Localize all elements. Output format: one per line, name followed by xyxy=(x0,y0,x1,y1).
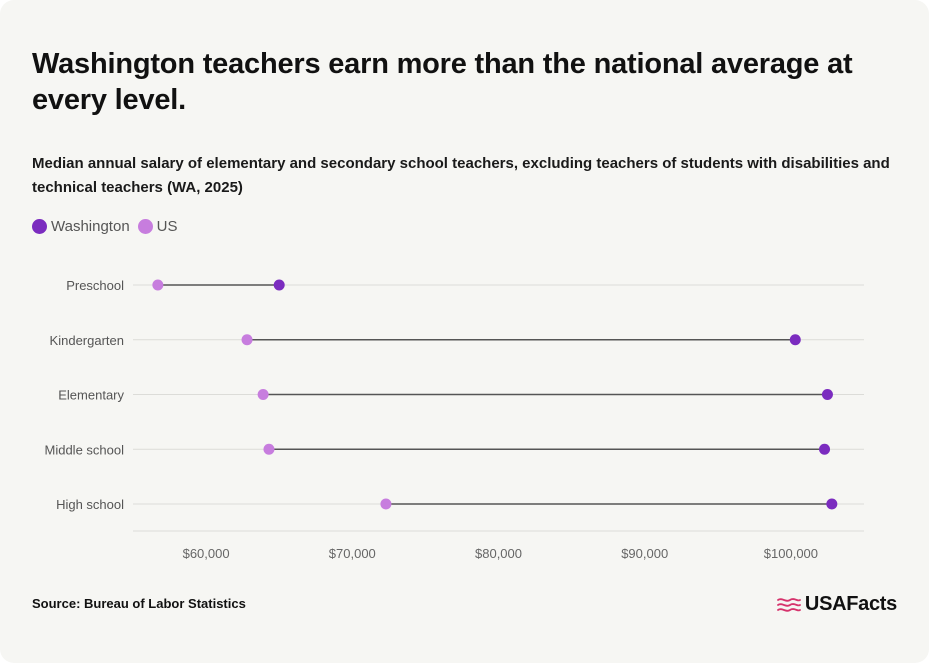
legend-label-washington: Washington xyxy=(51,217,130,235)
x-tick-label: $70,000 xyxy=(329,546,376,561)
us-dot xyxy=(241,334,253,346)
category-label: Preschool xyxy=(66,278,124,293)
washington-dot xyxy=(819,443,831,455)
category-label: Kindergarten xyxy=(50,333,124,348)
x-tick-label: $100,000 xyxy=(764,546,818,561)
us-dot xyxy=(152,279,164,291)
us-dot xyxy=(263,443,275,455)
x-tick-label: $80,000 xyxy=(475,546,522,561)
legend-swatch-washington xyxy=(32,218,47,234)
x-tick-label: $60,000 xyxy=(183,546,230,561)
washington-dot xyxy=(789,334,801,346)
legend-label-us: US xyxy=(156,217,178,235)
brand-logo: USAFacts xyxy=(777,593,897,616)
x-tick-label: $90,000 xyxy=(621,546,668,561)
source-note: Source: Bureau of Labor Statistics xyxy=(32,596,246,611)
flag-logo-icon xyxy=(777,597,801,612)
category-label: Elementary xyxy=(58,388,124,403)
chart-title: Washington teachers earn more than the n… xyxy=(32,48,853,116)
washington-dot xyxy=(826,498,838,510)
washington-dot xyxy=(821,389,833,400)
legend-item-us: US xyxy=(137,217,178,235)
legend-swatch-us xyxy=(137,218,153,234)
us-dot xyxy=(380,498,392,510)
us-dot xyxy=(257,389,269,400)
legend: Washington US xyxy=(32,215,186,237)
category-label: Middle school xyxy=(45,442,125,457)
category-label: High school xyxy=(56,497,124,512)
washington-dot xyxy=(273,279,285,291)
brand-name: USAFacts xyxy=(804,593,897,615)
chart-subtitle: Median annual salary of elementary and s… xyxy=(32,155,890,196)
legend-item-washington: Washington xyxy=(32,218,130,235)
